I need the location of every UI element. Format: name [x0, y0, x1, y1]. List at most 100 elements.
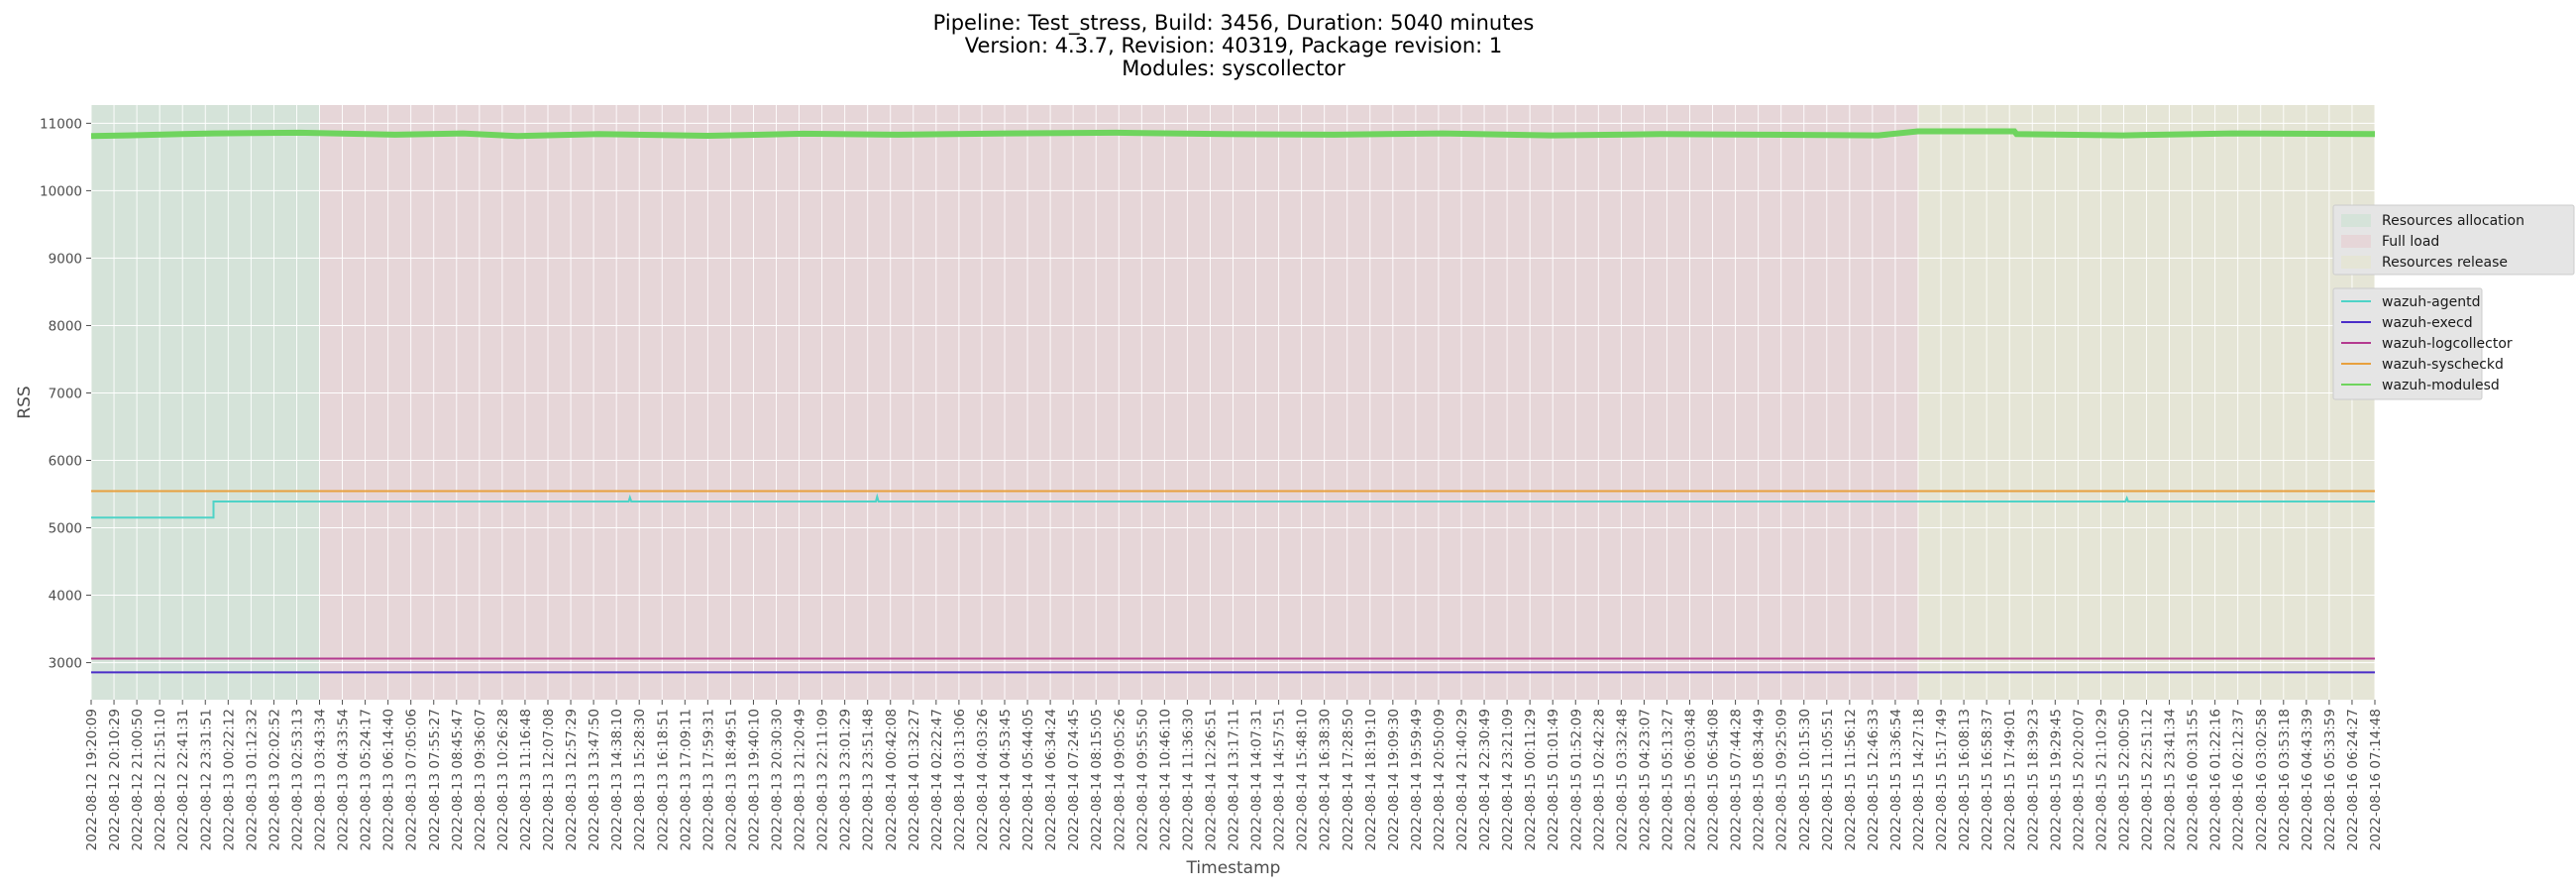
x-tick-label-59: 2022-08-14 20:50:09: [1432, 709, 1448, 850]
x-tick-label-12: 2022-08-13 05:24:17: [359, 709, 375, 850]
x-tick-label-43: 2022-08-14 07:24:45: [1066, 709, 1082, 850]
x-tick-label-27: 2022-08-13 17:59:31: [700, 709, 716, 850]
x-tick-label-56: 2022-08-14 18:19:10: [1363, 709, 1379, 850]
x-tick-label-19: 2022-08-13 11:16:48: [518, 709, 534, 850]
x-tick-label-36: 2022-08-14 01:32:27: [907, 709, 922, 850]
x-tick-label-21: 2022-08-13 12:57:29: [564, 709, 580, 850]
x-tick-label-64: 2022-08-15 01:01:49: [1546, 709, 1561, 850]
x-tick-label-96: 2022-08-16 03:53:18: [2277, 709, 2293, 850]
y-tick-label-5: 8000: [49, 318, 82, 334]
x-tick-label-47: 2022-08-14 10:46:10: [1157, 709, 1173, 850]
x-tick-label-88: 2022-08-15 21:10:29: [2093, 709, 2109, 850]
legend-phase-swatch-2: [2341, 256, 2371, 269]
x-tick-label-35: 2022-08-14 00:42:08: [884, 709, 900, 850]
x-tick-label-49: 2022-08-14 12:26:51: [1204, 709, 1220, 850]
x-tick-label-4: 2022-08-12 22:41:31: [175, 709, 191, 850]
x-tick-label-17: 2022-08-13 09:36:07: [473, 709, 488, 850]
title-line-3: Modules: syscollector: [1122, 56, 1345, 80]
x-tick-label-25: 2022-08-13 16:18:51: [655, 709, 671, 850]
series-lines: [90, 128, 2376, 674]
x-tick-label-14: 2022-08-13 07:05:06: [404, 709, 420, 850]
x-tick-label-77: 2022-08-15 11:56:12: [1843, 709, 1859, 850]
x-tick-label-1: 2022-08-12 20:10:29: [107, 709, 123, 850]
y-tick-label-3: 6000: [49, 454, 82, 470]
y-tick-label-4: 7000: [49, 386, 82, 401]
x-tick-label-57: 2022-08-14 19:09:30: [1386, 709, 1402, 850]
x-tick-label-44: 2022-08-14 08:15:05: [1089, 709, 1105, 850]
x-tick-label-100: 2022-08-16 07:14:48: [2368, 709, 2384, 850]
x-tick-label-70: 2022-08-15 06:03:48: [1683, 709, 1699, 850]
title-line-1: Pipeline: Test_stress, Build: 3456, Dura…: [933, 11, 1535, 36]
legend-series-label-2: wazuh-logcollector: [2382, 336, 2513, 352]
x-tick-label-73: 2022-08-15 08:34:49: [1752, 709, 1768, 850]
x-axis-label: Timestamp: [1186, 858, 1281, 878]
x-tick-label-23: 2022-08-13 14:38:10: [609, 709, 625, 850]
x-tick-label-58: 2022-08-14 19:59:49: [1409, 709, 1425, 850]
x-tick-label-80: 2022-08-15 14:27:18: [1911, 709, 1927, 850]
x-tick-label-93: 2022-08-16 01:22:16: [2208, 709, 2224, 850]
x-tick-label-42: 2022-08-14 06:34:24: [1043, 709, 1059, 850]
x-tick-label-69: 2022-08-15 05:13:27: [1661, 709, 1676, 850]
x-tick-label-11: 2022-08-13 04:33:54: [336, 709, 352, 850]
x-tick-label-7: 2022-08-13 01:12:32: [244, 709, 260, 850]
x-tick-label-75: 2022-08-15 10:15:30: [1797, 709, 1813, 850]
x-tick-label-71: 2022-08-15 06:54:08: [1706, 709, 1722, 850]
legend-series-label-3: wazuh-syscheckd: [2382, 357, 2504, 373]
x-tick-label-45: 2022-08-14 09:05:26: [1112, 709, 1127, 850]
y-tick-label-2: 5000: [49, 521, 82, 537]
legend-phases-frame: [2332, 204, 2575, 276]
x-tick-label-68: 2022-08-15 04:23:07: [1637, 709, 1653, 850]
legend-phases: Resources allocation Full load Resources r…: [2332, 204, 2575, 276]
x-tick-label-41: 2022-08-14 05:44:05: [1020, 709, 1036, 850]
x-tick-label-63: 2022-08-15 00:11:29: [1523, 709, 1539, 850]
x-tick-label-67: 2022-08-15 03:32:48: [1614, 709, 1630, 850]
x-tick-label-52: 2022-08-14 14:57:51: [1272, 709, 1288, 850]
x-tick-label-91: 2022-08-15 23:41:34: [2163, 709, 2179, 850]
x-tick-label-2: 2022-08-12 21:00:50: [130, 709, 146, 850]
x-tick-label-48: 2022-08-14 11:36:30: [1180, 709, 1196, 850]
x-tick-label-46: 2022-08-14 09:55:50: [1134, 709, 1150, 850]
y-axis-label: RSS: [15, 386, 35, 418]
x-tick-label-61: 2022-08-14 22:30:49: [1477, 709, 1493, 850]
x-tick-label-50: 2022-08-14 13:17:11: [1227, 709, 1242, 850]
x-tick-label-83: 2022-08-15 16:58:37: [1980, 709, 1995, 850]
legend-series-frame: [2332, 287, 2483, 400]
legend-series: wazuh-agentd wazuh-execd wazuh-logcollecto…: [2332, 287, 2513, 400]
y-tick-label-7: 10000: [40, 183, 82, 199]
x-axis: 2022-08-12 19:20:09 2022-08-12 20:10:29 20…: [84, 700, 2384, 850]
legend-phase-label-2: Resources release: [2382, 255, 2508, 271]
legend-phase-label-1: Full load: [2382, 234, 2439, 250]
x-tick-label-5: 2022-08-12 23:31:51: [198, 709, 214, 850]
y-tick-label-0: 3000: [49, 656, 82, 672]
x-tick-label-37: 2022-08-14 02:22:47: [929, 709, 945, 850]
x-tick-label-53: 2022-08-14 15:48:10: [1295, 709, 1311, 850]
y-tick-label-6: 9000: [49, 251, 82, 267]
x-tick-label-84: 2022-08-15 17:49:01: [2002, 709, 2018, 850]
legend-series-label-1: wazuh-execd: [2382, 315, 2473, 331]
x-tick-label-82: 2022-08-15 16:08:13: [1957, 709, 1973, 850]
x-tick-label-0: 2022-08-12 19:20:09: [84, 709, 100, 850]
x-tick-label-54: 2022-08-14 16:38:30: [1318, 709, 1334, 850]
x-tick-label-72: 2022-08-15 07:44:28: [1729, 709, 1745, 850]
x-tick-label-85: 2022-08-15 18:39:23: [2025, 709, 2041, 850]
y-tick-label-1: 4000: [49, 589, 82, 605]
x-tick-label-13: 2022-08-13 06:14:40: [381, 709, 397, 850]
x-tick-label-29: 2022-08-13 19:40:10: [747, 709, 763, 850]
plot-area: [90, 105, 2376, 700]
y-axis: 3000 4000 5000 6000 7000 8000 9000 10000 11000: [40, 116, 91, 672]
x-tick-label-76: 2022-08-15 11:05:51: [1820, 709, 1836, 850]
x-tick-label-26: 2022-08-13 17:09:11: [678, 709, 694, 850]
x-tick-label-89: 2022-08-15 22:00:50: [2116, 709, 2132, 850]
x-tick-label-95: 2022-08-16 03:02:58: [2254, 709, 2270, 850]
x-tick-label-18: 2022-08-13 10:26:28: [495, 709, 511, 850]
x-tick-label-38: 2022-08-14 03:13:06: [952, 709, 968, 850]
x-tick-label-9: 2022-08-13 02:53:13: [289, 709, 305, 850]
x-tick-label-86: 2022-08-15 19:29:45: [2048, 709, 2064, 850]
x-tick-label-6: 2022-08-13 00:22:12: [221, 709, 237, 850]
x-tick-label-98: 2022-08-16 05:33:59: [2322, 709, 2338, 850]
x-tick-label-20: 2022-08-13 12:07:08: [541, 709, 557, 850]
x-tick-label-74: 2022-08-15 09:25:09: [1774, 709, 1790, 850]
x-tick-label-87: 2022-08-15 20:20:07: [2071, 709, 2087, 850]
